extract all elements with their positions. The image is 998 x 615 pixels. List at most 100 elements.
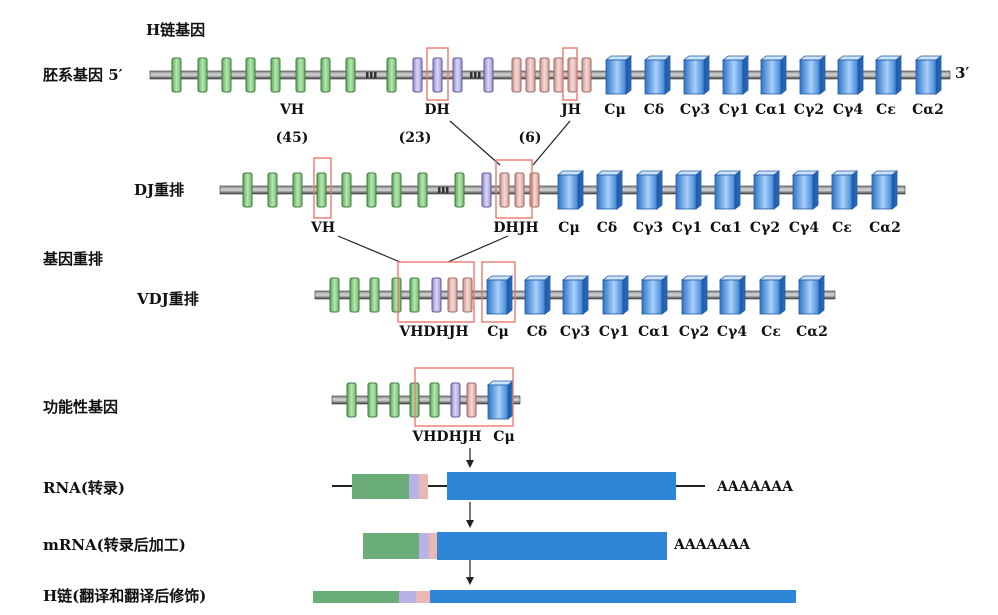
c-segment-front	[605, 59, 627, 95]
c-segment	[830, 170, 859, 210]
c-segment-side	[622, 275, 629, 315]
arrow-head	[466, 520, 474, 528]
highlight-box	[495, 159, 533, 219]
rna-c-region	[447, 472, 676, 500]
highlight-box	[481, 261, 516, 323]
c-segment-side	[664, 55, 671, 95]
c-segment-side	[507, 380, 514, 420]
vdj-c-label: Cα2	[796, 324, 828, 340]
c-segment-side	[695, 170, 702, 210]
mrna-c-region	[437, 532, 667, 560]
c-segment-side	[935, 55, 942, 95]
c-segment	[752, 170, 781, 210]
mrna-v-region	[363, 533, 419, 559]
c-segment-side	[780, 55, 787, 95]
mrna-j-region	[429, 533, 437, 559]
c-segment-front	[753, 174, 775, 210]
germline-c-label: Cγ4	[832, 102, 864, 118]
dj-c-label: Cγ2	[749, 220, 781, 236]
c-segment-front	[792, 174, 814, 210]
c-segment	[718, 275, 747, 315]
row-label-gene-rearrangement: 基因重排	[43, 250, 104, 268]
c-segment-front	[831, 174, 853, 210]
germline-dh-count: (23)	[398, 130, 432, 146]
v-segment	[292, 172, 303, 208]
arrow-head	[466, 577, 474, 585]
connector-line	[449, 120, 501, 166]
dj-c-label: Cα1	[710, 220, 742, 236]
c-segment	[556, 170, 585, 210]
c-segment-side	[819, 55, 826, 95]
connector-line	[337, 235, 401, 263]
c-segment-side	[616, 170, 623, 210]
functional-cmu-label: Cμ	[493, 429, 515, 445]
vdj-c-label: Cμ	[487, 324, 509, 340]
c-segment-front	[837, 59, 859, 95]
c-segment-front	[760, 59, 782, 95]
v-segment	[267, 172, 278, 208]
rna-j-region	[419, 474, 428, 499]
c-segment	[682, 55, 711, 95]
c-segment-side	[734, 170, 741, 210]
c-segment-front	[799, 59, 821, 95]
gap-dots	[438, 187, 441, 193]
v-segment	[197, 57, 208, 93]
c-segment-front	[524, 279, 546, 315]
c-segment-front	[722, 59, 744, 95]
rna-v-region	[352, 474, 409, 499]
dj-c-label: Cδ	[596, 220, 618, 236]
v-segment	[391, 172, 402, 208]
germline-c-label: Cδ	[643, 102, 665, 118]
v-segment	[270, 57, 281, 93]
v-segment	[316, 172, 327, 208]
germline-c-label: Cγ1	[718, 102, 750, 118]
c-segment-front	[602, 279, 624, 315]
dj-c-label: Cγ3	[632, 220, 664, 236]
c-segment	[601, 275, 630, 315]
v-segment	[346, 382, 357, 418]
j-segment	[511, 57, 522, 93]
gap-dots	[478, 72, 481, 78]
v-segment	[429, 382, 440, 418]
dj-dhjh-label: DHJH	[493, 220, 539, 236]
germline-c-label: Cγ2	[793, 102, 825, 118]
functional-vhdhjh-label: VHDHJH	[412, 429, 482, 445]
highlight-box	[562, 47, 578, 101]
v-segment	[366, 172, 377, 208]
c-segment-front	[486, 279, 508, 315]
vdj-c-label: Cγ3	[559, 324, 591, 340]
v-segment	[369, 277, 380, 313]
j-segment	[525, 57, 536, 93]
c-segment	[674, 170, 703, 210]
dj-vh-label: VH	[310, 220, 336, 236]
germline-c-label: Cε	[876, 102, 896, 118]
gap-dots	[442, 187, 445, 193]
c-segment	[523, 275, 552, 315]
c-segment	[486, 380, 515, 420]
highlight-box	[397, 261, 475, 323]
c-segment	[914, 55, 943, 95]
row-label-mrna: mRNA(转录后加工)	[43, 536, 186, 554]
c-segment-front	[636, 174, 658, 210]
dj-c-label: Cε	[832, 220, 852, 236]
germline-c-label: Cα1	[755, 102, 787, 118]
c-segment-front	[714, 174, 736, 210]
c-segment-front	[681, 279, 703, 315]
c-segment	[680, 275, 709, 315]
c-segment-side	[625, 55, 632, 95]
row-label-rna: RNA(转录)	[43, 479, 126, 497]
c-segment	[758, 275, 787, 315]
c-segment-side	[779, 275, 786, 315]
c-segment	[595, 170, 624, 210]
j-segment	[553, 57, 564, 93]
c-segment	[561, 275, 590, 315]
gap-dots	[374, 72, 377, 78]
j-segment	[499, 172, 510, 208]
hchain-d-region	[399, 591, 416, 603]
c-segment-side	[656, 170, 663, 210]
arrow-head	[466, 460, 474, 468]
germline-c-label: Cα2	[912, 102, 944, 118]
row-label-germline: 胚系基因 5′	[43, 66, 123, 84]
c-segment-front	[915, 59, 937, 95]
